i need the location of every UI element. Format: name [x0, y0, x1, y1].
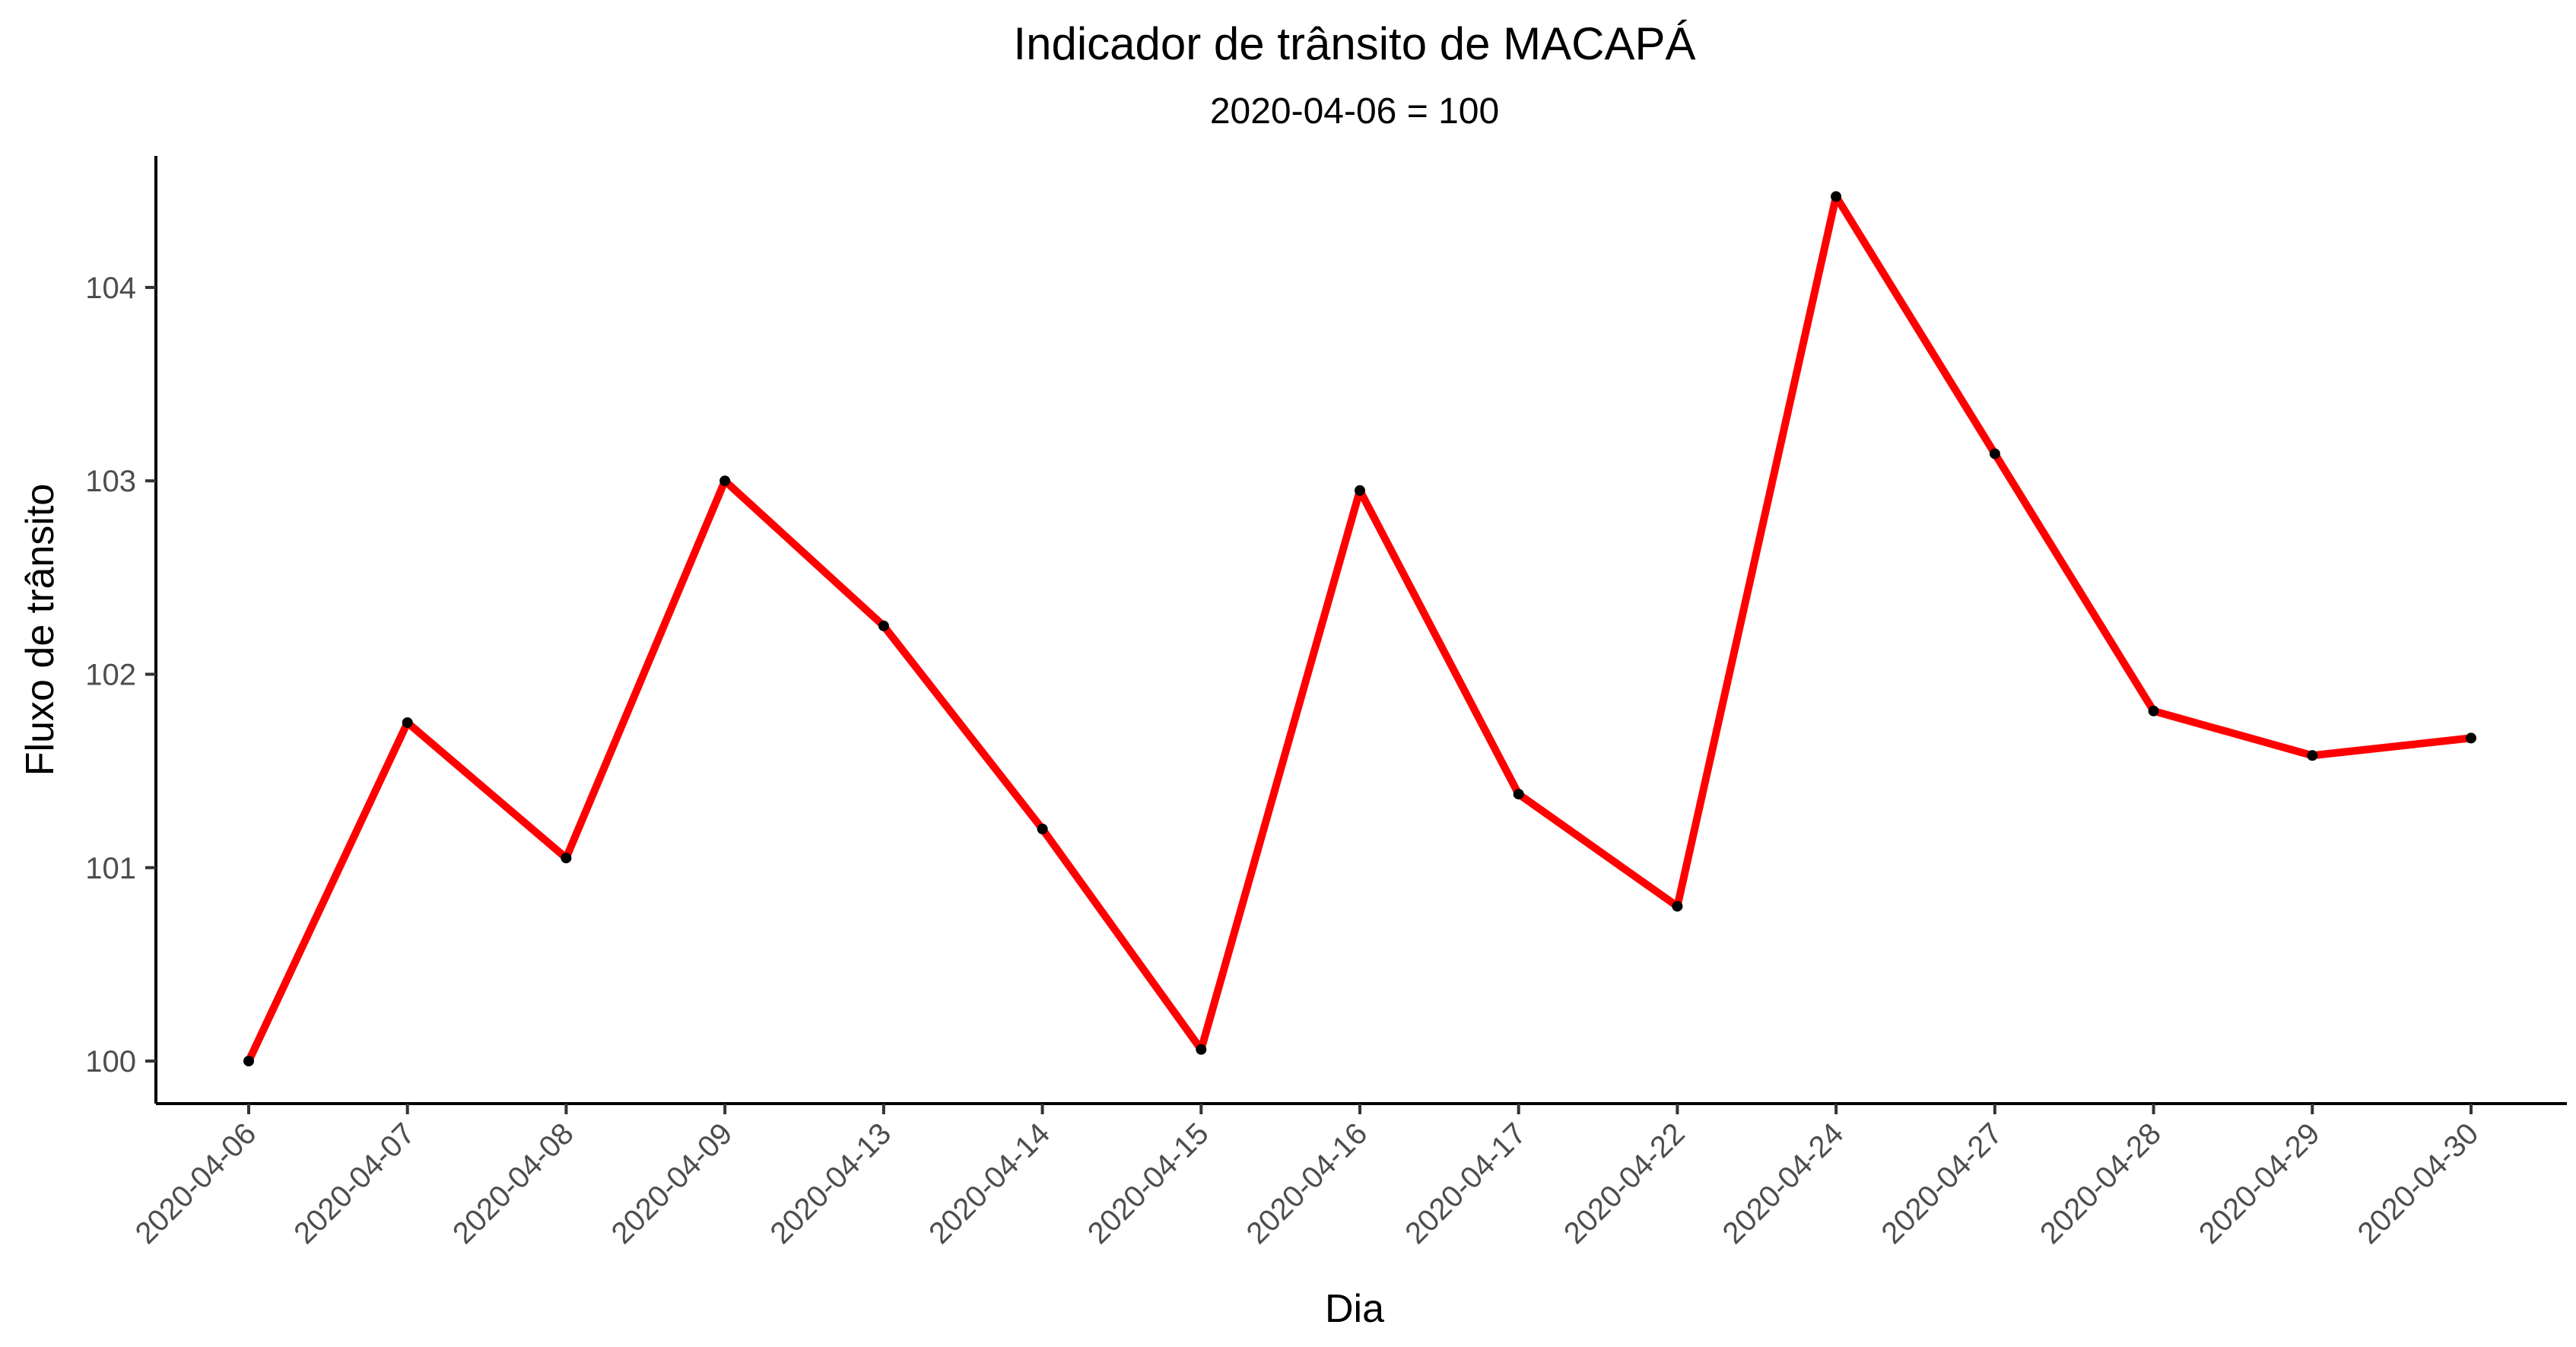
y-tick-label: 104	[85, 272, 136, 305]
data-point	[2307, 750, 2318, 761]
x-tick-label: 2020-04-28	[2034, 1117, 2168, 1250]
data-point	[1831, 191, 1842, 202]
data-point	[1196, 1044, 1207, 1055]
data-point	[1355, 484, 1365, 496]
x-tick-label: 2020-04-16	[1240, 1117, 1374, 1250]
x-tick-label: 2020-04-14	[923, 1117, 1056, 1250]
x-tick-label: 2020-04-13	[764, 1117, 897, 1250]
data-point	[561, 853, 572, 864]
x-tick-label: 2020-04-22	[1558, 1117, 1691, 1250]
x-tick-label: 2020-04-30	[2352, 1117, 2485, 1250]
data-point	[1037, 823, 1048, 834]
data-point	[878, 620, 889, 631]
x-tick-label: 2020-04-08	[446, 1117, 580, 1250]
data-point	[402, 717, 413, 729]
x-tick-label: 2020-04-24	[1717, 1117, 1850, 1250]
plot-area	[243, 191, 2476, 1067]
x-tick-label: 2020-04-06	[129, 1117, 263, 1250]
series-line	[245, 192, 2475, 1066]
chart-title: Indicador de trânsito de MACAPÁ	[1013, 18, 1695, 69]
y-tick-label: 101	[85, 852, 136, 885]
y-tick-label: 102	[85, 658, 136, 691]
y-axis-ticks: 100 101 102 103 104	[85, 272, 156, 1079]
data-point	[719, 475, 731, 487]
x-axis-ticks: 2020-04-06 2020-04-07 2020-04-08 2020-04-09…	[129, 1104, 2485, 1250]
y-axis-title: Fluxo de trânsito	[18, 484, 62, 776]
x-tick-label: 2020-04-15	[1082, 1117, 1215, 1250]
y-tick-label: 100	[85, 1045, 136, 1079]
data-point	[2148, 705, 2159, 716]
x-tick-label: 2020-04-29	[2193, 1117, 2327, 1250]
x-tick-label: 2020-04-27	[1875, 1117, 2009, 1250]
x-tick-label: 2020-04-09	[605, 1117, 739, 1250]
data-point	[1989, 448, 2000, 459]
x-tick-label: 2020-04-07	[287, 1117, 421, 1250]
data-point	[1672, 901, 1683, 912]
chart-subtitle: 2020-04-06 = 100	[1210, 91, 1499, 132]
data-point	[1513, 789, 1524, 800]
y-tick-label: 103	[85, 465, 136, 498]
x-tick-label: 2020-04-17	[1399, 1117, 1533, 1250]
data-point	[243, 1056, 254, 1067]
x-axis-title: Dia	[1325, 1287, 1384, 1331]
data-point	[2466, 732, 2476, 744]
